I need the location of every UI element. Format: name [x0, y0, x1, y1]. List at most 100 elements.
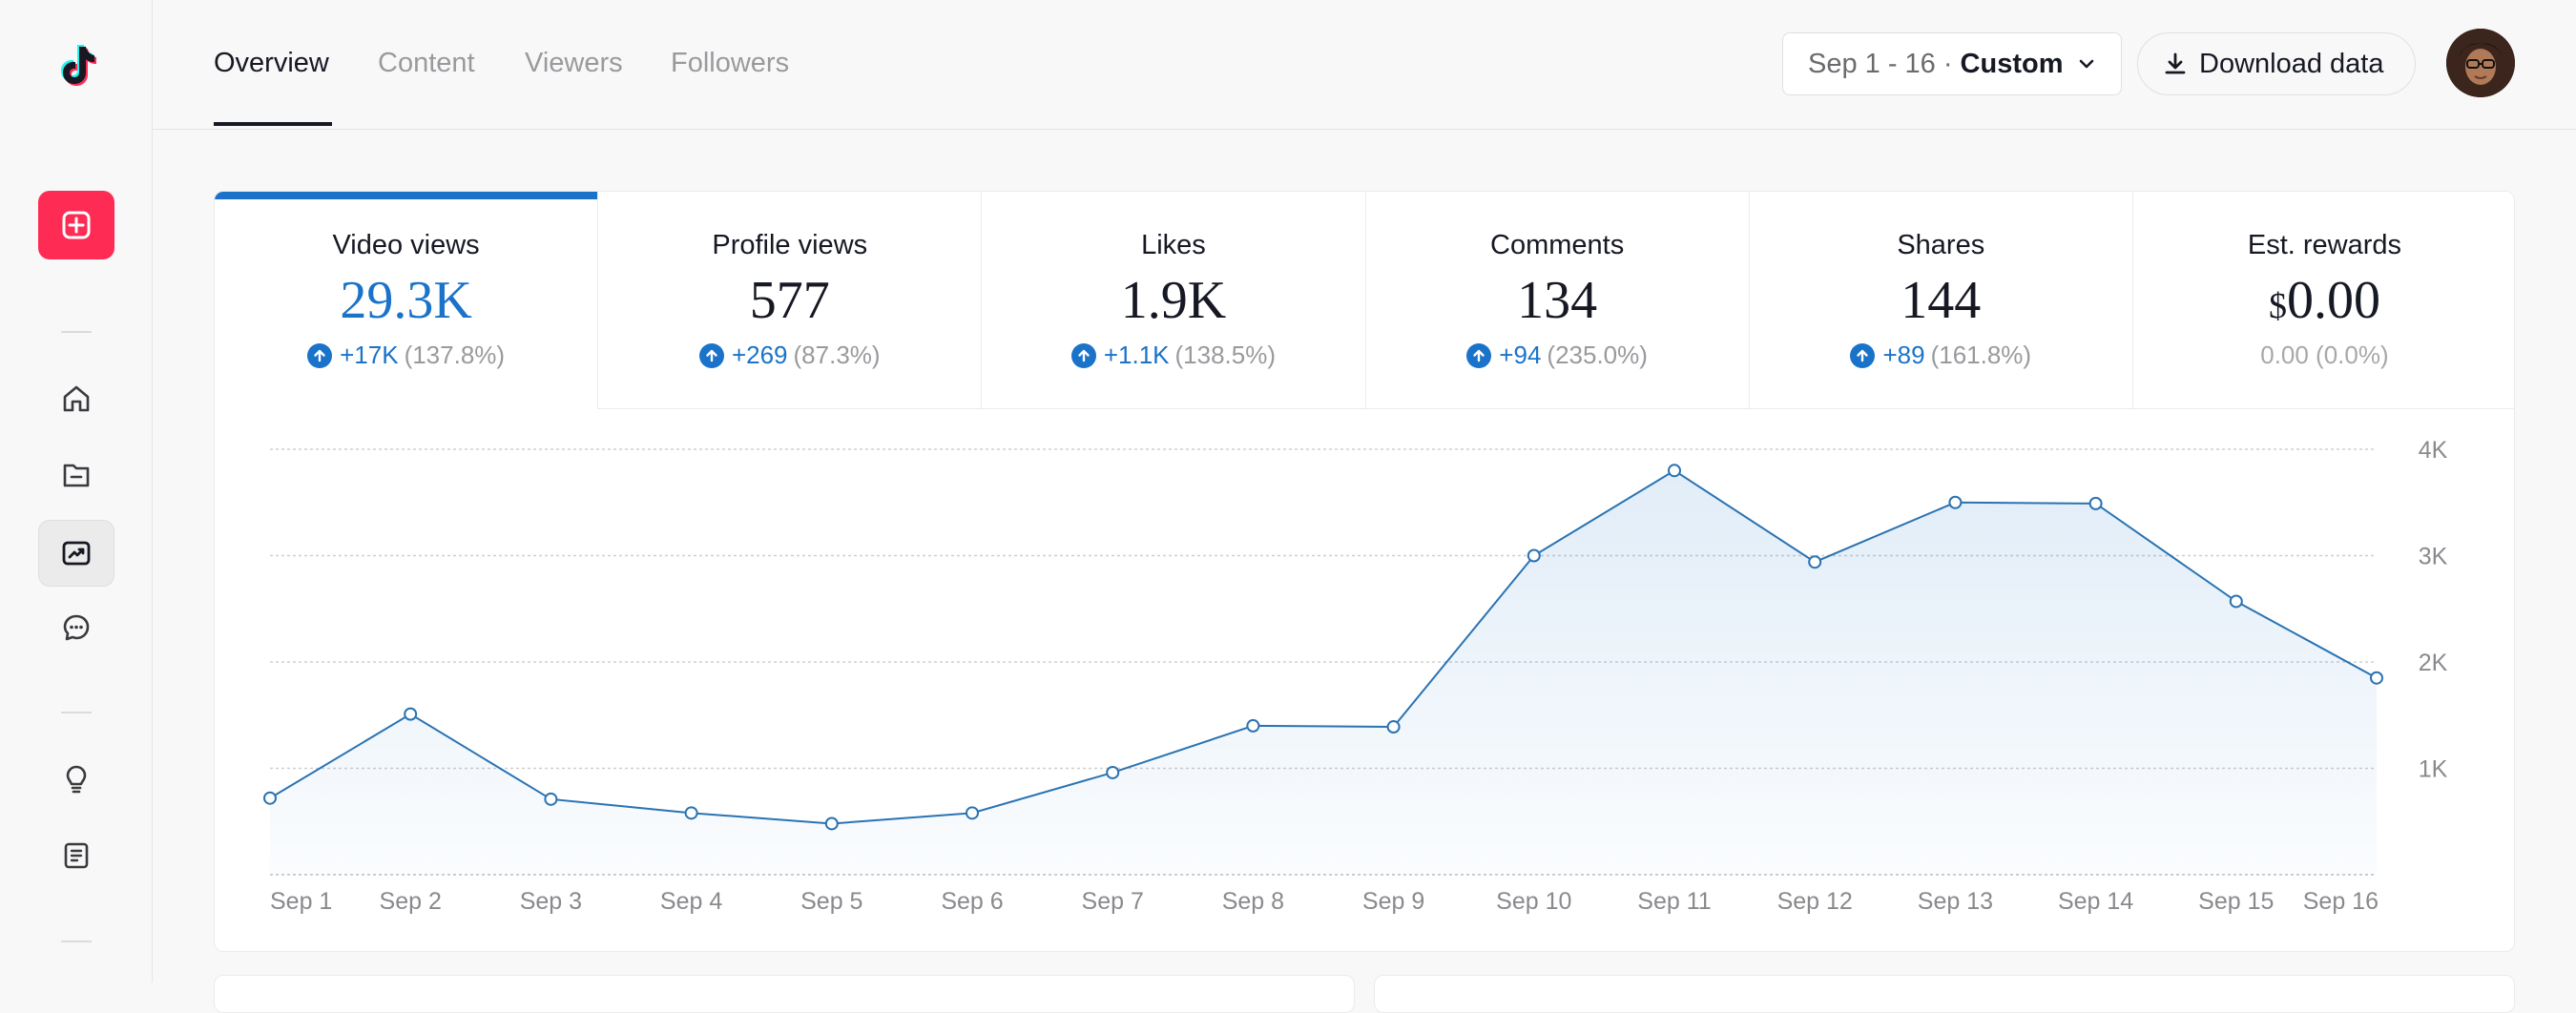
chevron-down-icon — [2080, 59, 2094, 69]
x-tick-label: Sep 1 — [270, 888, 332, 915]
metric-percent: (87.3%) — [793, 341, 881, 369]
top-bar: Overview Content Viewers Followers Sep 1… — [153, 0, 2576, 130]
data-point — [404, 707, 418, 721]
metric-label: Video views — [332, 230, 480, 260]
metric-tab-shares[interactable]: Shares 144 +89 (161.8%) — [1749, 192, 2133, 409]
data-point — [824, 817, 839, 831]
metric-percent: (235.0%) — [1547, 341, 1648, 369]
data-point — [1246, 718, 1260, 733]
arrow-up-circle-icon — [698, 342, 724, 368]
arrow-up-circle-icon — [1070, 342, 1096, 368]
metric-value: 577 — [749, 271, 830, 330]
metric-percent: (161.8%) — [1930, 341, 2032, 369]
metric-delta: +17K — [340, 341, 399, 369]
data-point — [1386, 720, 1401, 734]
metric-value: 1.9K — [1120, 271, 1227, 330]
avatar[interactable] — [2446, 29, 2515, 97]
metric-value: 29.3K — [340, 271, 472, 330]
x-tick-label: Sep 14 — [2058, 888, 2133, 915]
metric-percent: (137.8%) — [404, 341, 506, 369]
data-point — [1948, 495, 1963, 509]
tab-viewers[interactable]: Viewers — [525, 48, 623, 78]
download-data-button[interactable]: Download data — [2137, 32, 2416, 95]
date-range-dropdown[interactable]: Sep 1 - 16 · Custom — [1782, 32, 2122, 95]
metric-change: 0.00 (0.0%) — [2133, 341, 2514, 370]
x-tick-label: Sep 13 — [1918, 888, 1993, 915]
metric-delta: +269 — [731, 341, 788, 369]
comments-icon — [63, 614, 90, 641]
data-point — [2229, 594, 2243, 609]
secondary-card-right — [1374, 975, 2515, 1013]
x-tick-label: Sep 16 — [2303, 888, 2379, 915]
metric-percent: (138.5%) — [1174, 341, 1277, 369]
metric-number: 0.00 — [2286, 271, 2380, 330]
tab-content[interactable]: Content — [378, 48, 475, 78]
x-tick-label: Sep 10 — [1496, 888, 1571, 915]
sidebar-item-inspiration[interactable] — [38, 746, 114, 813]
arrow-up-circle-icon — [1850, 342, 1876, 368]
metric-delta: +89 — [1882, 341, 1925, 369]
upload-button[interactable] — [38, 191, 114, 259]
data-point — [1808, 555, 1822, 569]
sidebar — [0, 0, 153, 982]
video-views-chart: 1K 2K 3K 4K Sep 1 Sep 2 Sep 3 Sep 4 Sep 5 Sep 6 Se… — [263, 437, 2448, 915]
data-point — [2088, 496, 2103, 510]
y-tick-label: 1K — [2419, 756, 2448, 783]
sidebar-item-academy[interactable] — [38, 822, 114, 889]
series-line — [269, 469, 2378, 825]
x-tick-label: Sep 9 — [1362, 888, 1424, 915]
series-area — [270, 470, 2377, 875]
data-point — [263, 791, 277, 805]
lightbulb-icon — [66, 765, 87, 794]
data-point — [2370, 671, 2383, 685]
metric-tab-likes[interactable]: Likes 1.9K +1.1K (138.5%) — [982, 192, 1366, 409]
metric-label: Est. rewards — [2247, 230, 2402, 260]
x-tick-label: Sep 4 — [660, 888, 722, 915]
tab-overview[interactable]: Overview — [214, 48, 329, 78]
secondary-card-left — [214, 975, 1355, 1013]
metric-delta: 0.00 (0.0%) — [2260, 341, 2389, 369]
metric-value: 144 — [1901, 271, 1982, 330]
data-point — [1106, 765, 1120, 779]
metric-tab-est-rewards[interactable]: Est. rewards $0.00 0.00 (0.0%) — [2132, 192, 2514, 409]
metric-label: Likes — [1141, 230, 1206, 260]
sidebar-item-analytics[interactable] — [38, 520, 114, 587]
tiktok-logo-icon[interactable] — [50, 38, 103, 92]
x-tick-label: Sep 7 — [1082, 888, 1144, 915]
y-tick-label: 4K — [2419, 437, 2448, 464]
metrics-row: Video views 29.3K +17K (137.8%) Profile view… — [215, 192, 2514, 409]
metric-label: Shares — [1897, 230, 1985, 260]
sidebar-item-comments[interactable] — [38, 594, 114, 661]
data-point — [1527, 548, 1541, 563]
sidebar-item-posts[interactable] — [38, 442, 114, 508]
tab-followers[interactable]: Followers — [671, 48, 790, 78]
currency-symbol: $ — [2268, 286, 2287, 326]
y-tick-label: 2K — [2419, 650, 2448, 676]
sidebar-item-home[interactable] — [38, 365, 114, 432]
arrow-up-circle-icon — [307, 342, 333, 368]
metric-tab-comments[interactable]: Comments 134 +94 (235.0%) — [1365, 192, 1750, 409]
metric-delta: +1.1K — [1103, 341, 1170, 369]
metric-change: +94 (235.0%) — [1366, 341, 1749, 370]
folder-icon — [63, 464, 90, 487]
x-tick-label: Sep 12 — [1777, 888, 1853, 915]
metric-change: +269 (87.3%) — [598, 341, 981, 370]
x-tick-label: Sep 2 — [380, 888, 442, 915]
date-range-label: Sep 1 - 16 · — [1808, 48, 1953, 79]
y-tick-label: 3K — [2419, 544, 2448, 570]
data-point — [966, 806, 979, 820]
metric-value: $0.00 — [2133, 270, 2514, 331]
x-tick-label: Sep 5 — [800, 888, 862, 915]
sidebar-divider — [61, 712, 92, 713]
upload-icon — [62, 211, 91, 239]
metric-delta: +94 — [1499, 341, 1542, 369]
date-range-mode: Custom — [1960, 48, 2064, 79]
metric-value: 134 — [1517, 271, 1598, 330]
x-tick-label: Sep 11 — [1637, 888, 1711, 915]
metric-tab-video-views[interactable]: Video views 29.3K +17K (137.8%) — [215, 192, 599, 409]
metric-change: +1.1K (138.5%) — [982, 341, 1364, 370]
sidebar-divider — [61, 331, 92, 333]
sidebar-divider — [61, 941, 92, 942]
download-icon — [2165, 52, 2186, 74]
metric-tab-profile-views[interactable]: Profile views 577 +269 (87.3%) — [598, 192, 983, 409]
